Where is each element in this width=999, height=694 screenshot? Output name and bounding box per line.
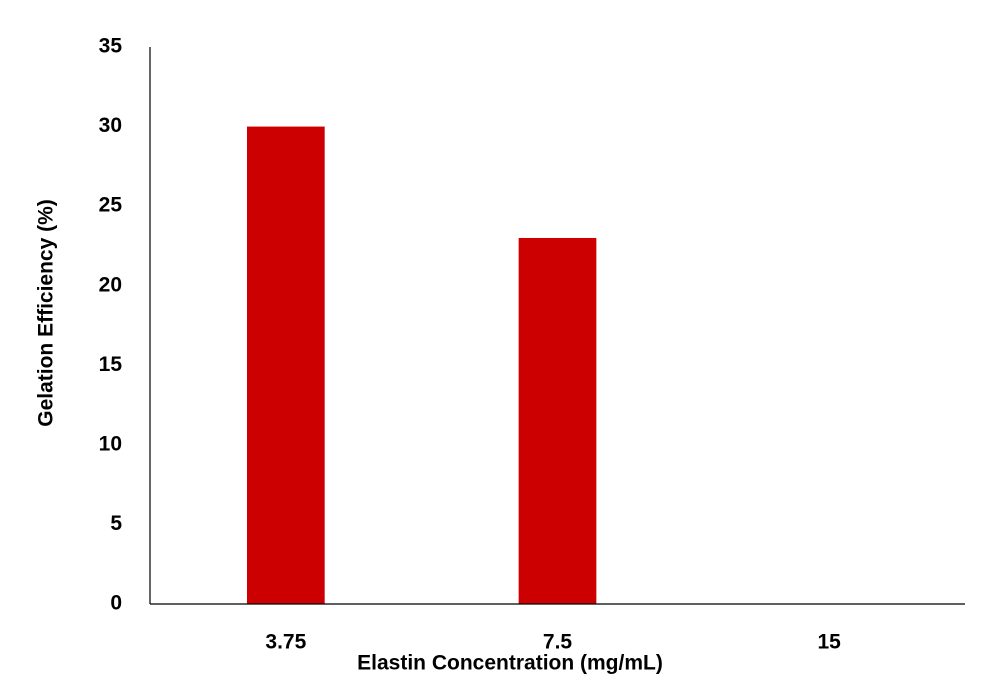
bar	[518, 237, 597, 604]
x-axis-title: Elastin Concentration (mg/mL)	[357, 652, 663, 675]
y-tick-label: 10	[99, 432, 122, 455]
y-tick-label: 15	[99, 353, 123, 376]
y-tick-label: 25	[99, 194, 123, 217]
y-tick-label: 30	[99, 114, 122, 137]
x-tick-label: 7.5	[543, 631, 573, 654]
x-tick-label: 3.75	[265, 631, 306, 654]
bar	[246, 126, 325, 605]
y-tick-label: 20	[99, 273, 122, 296]
y-tick-label: 5	[110, 512, 122, 535]
y-axis-title: Gelation Efficiency (%)	[35, 199, 58, 427]
y-tick-label: 0	[110, 592, 122, 615]
x-tick-label: 15	[817, 631, 841, 654]
y-tick-label: 35	[99, 35, 123, 58]
